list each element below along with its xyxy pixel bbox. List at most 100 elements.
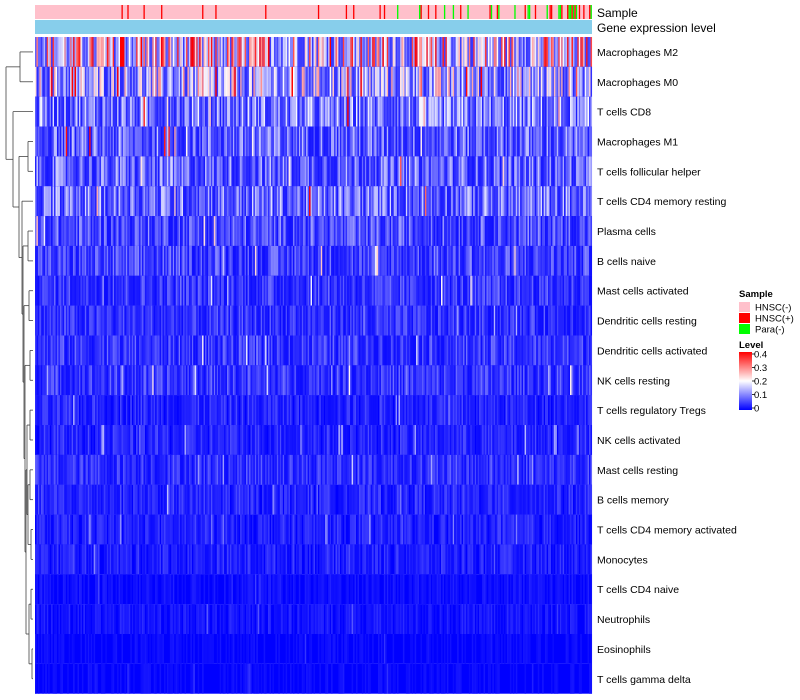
heatmap-cell bbox=[158, 395, 160, 426]
heatmap-cell bbox=[246, 156, 248, 187]
heatmap-cell bbox=[377, 216, 380, 246]
heatmap-cell bbox=[423, 96, 425, 127]
heatmap-cell bbox=[417, 305, 420, 336]
heatmap-cell bbox=[530, 335, 532, 366]
heatmap-cell bbox=[39, 216, 41, 246]
heatmap-cell bbox=[191, 335, 194, 366]
heatmap-cell bbox=[222, 156, 225, 187]
heatmap-cell bbox=[68, 275, 71, 306]
heatmap-cell bbox=[439, 245, 442, 276]
heatmap-cell bbox=[244, 245, 247, 276]
heatmap-cell bbox=[209, 96, 211, 127]
heatmap-cell bbox=[350, 37, 352, 67]
heatmap-cell bbox=[243, 305, 245, 336]
heatmap-cell bbox=[133, 275, 135, 306]
heatmap-cell bbox=[177, 305, 179, 336]
heatmap-cell bbox=[118, 216, 121, 246]
heatmap-cell bbox=[84, 96, 87, 127]
heatmap-cell bbox=[290, 245, 292, 276]
heatmap-cell bbox=[476, 395, 478, 426]
heatmap-cell bbox=[268, 365, 270, 396]
heatmap-cell bbox=[247, 37, 250, 67]
heatmap-cell bbox=[448, 66, 450, 97]
heatmap-cell bbox=[492, 305, 494, 336]
heatmap-cell bbox=[583, 96, 585, 127]
heatmap-cell bbox=[385, 245, 387, 276]
heatmap-cell bbox=[511, 186, 513, 217]
heatmap-cell bbox=[147, 335, 150, 366]
heatmap-cell bbox=[149, 126, 151, 157]
sample-column bbox=[379, 5, 381, 19]
heatmap-cell bbox=[103, 216, 106, 246]
heatmap-cell bbox=[172, 216, 175, 246]
heatmap-cell bbox=[183, 365, 185, 396]
heatmap-cell bbox=[385, 96, 387, 127]
heatmap-cell bbox=[436, 335, 439, 366]
heatmap-cell bbox=[241, 156, 244, 187]
heatmap-cell bbox=[487, 305, 490, 336]
heatmap-cell bbox=[118, 305, 121, 336]
heatmap-cell bbox=[130, 275, 132, 306]
heatmap-cell bbox=[71, 395, 74, 426]
heatmap-cell bbox=[420, 245, 423, 276]
heatmap-cell bbox=[575, 66, 578, 97]
heatmap-cell bbox=[421, 395, 424, 426]
heatmap-cell bbox=[225, 186, 228, 217]
heatmap-cell bbox=[163, 245, 166, 276]
heatmap-cell bbox=[404, 37, 406, 67]
heatmap-cell bbox=[382, 66, 384, 97]
heatmap-cell bbox=[413, 96, 415, 127]
heatmap-cell bbox=[147, 245, 150, 276]
heatmap-cell bbox=[71, 216, 74, 246]
heatmap-cell bbox=[269, 186, 272, 217]
heatmap-cell bbox=[125, 305, 128, 336]
heatmap-cell bbox=[496, 96, 499, 127]
heatmap-cell bbox=[427, 156, 430, 187]
heatmap-cell bbox=[574, 305, 576, 336]
heatmap-cell bbox=[514, 186, 516, 217]
heatmap-cell bbox=[224, 395, 226, 426]
heatmap-cell bbox=[89, 156, 91, 187]
heatmap-cell bbox=[215, 216, 217, 246]
heatmap-cell bbox=[219, 37, 222, 67]
heatmap-cell bbox=[73, 365, 75, 396]
heatmap-cell bbox=[473, 305, 475, 336]
heatmap-cell bbox=[81, 245, 84, 276]
heatmap-cell bbox=[42, 96, 44, 127]
heatmap-cell bbox=[521, 275, 524, 306]
heatmap-cell bbox=[122, 156, 125, 187]
heatmap-cell bbox=[254, 395, 257, 426]
heatmap-cell bbox=[290, 126, 292, 157]
heatmap-cell bbox=[527, 245, 530, 276]
heatmap-cell bbox=[188, 305, 191, 336]
heatmap-cell bbox=[40, 305, 43, 336]
heatmap-cell bbox=[171, 275, 173, 306]
heatmap-cell bbox=[313, 395, 316, 426]
heatmap-cell bbox=[360, 305, 362, 336]
heatmap-cell bbox=[367, 275, 370, 306]
heatmap-cell bbox=[584, 66, 587, 97]
heatmap-cell bbox=[423, 37, 425, 67]
heatmap-cell bbox=[338, 156, 340, 187]
heatmap-cell bbox=[52, 395, 55, 426]
heatmap-cell bbox=[213, 216, 216, 246]
heatmap-cell bbox=[112, 186, 115, 217]
heatmap-cell bbox=[40, 365, 43, 396]
heatmap-cell bbox=[553, 156, 556, 187]
heatmap-cell bbox=[552, 245, 554, 276]
heatmap-cell bbox=[206, 275, 209, 306]
heatmap-cell bbox=[514, 96, 516, 127]
heatmap-cell bbox=[43, 96, 46, 127]
heatmap-cell bbox=[136, 395, 138, 426]
heatmap-cell bbox=[581, 186, 584, 217]
heatmap-cell bbox=[58, 275, 60, 306]
heatmap-cell bbox=[112, 305, 115, 336]
heatmap-cell bbox=[240, 305, 242, 336]
heatmap-cell bbox=[178, 156, 181, 187]
heatmap-cell bbox=[441, 365, 443, 396]
heatmap-cell bbox=[443, 275, 446, 306]
heatmap-cell bbox=[83, 126, 85, 157]
heatmap-cell bbox=[555, 96, 557, 127]
sample-column bbox=[345, 5, 348, 19]
heatmap-cell bbox=[379, 186, 381, 217]
